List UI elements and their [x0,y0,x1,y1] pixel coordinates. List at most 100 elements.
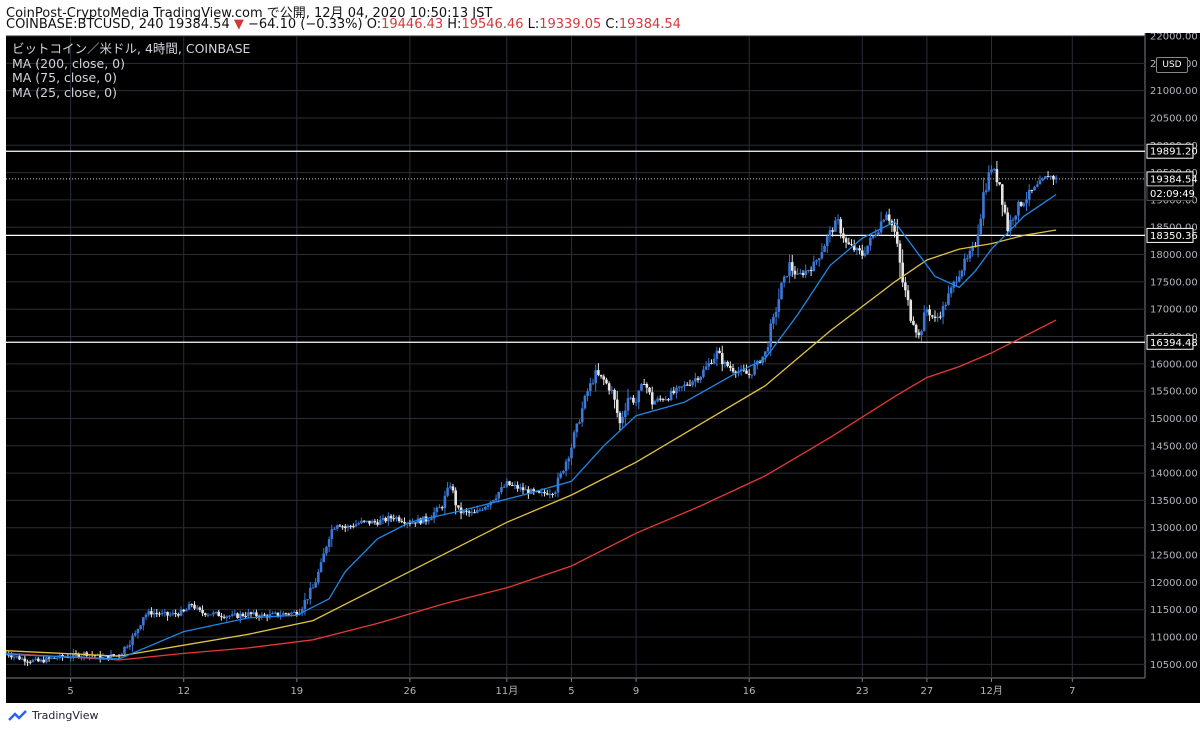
candle-body [260,614,264,618]
x-tick-label: 12 [177,686,190,697]
candle-body [823,245,826,253]
candle-body [128,644,132,647]
candle-body [597,370,600,375]
candle-body [400,521,404,523]
candle-body [1041,178,1044,181]
candle-body [750,374,754,376]
candle-body [392,518,396,520]
candle-body [228,615,231,617]
candle-body [31,659,35,662]
candle-body [726,361,729,366]
candle-body [308,588,312,600]
candle-body [438,507,441,509]
low-value: 19339.05 [539,17,602,32]
candle-body [61,654,64,657]
price-label: 19891.20 [1150,147,1198,158]
candle-body [1022,203,1026,206]
candle-body [45,657,48,663]
candle-body [871,235,875,238]
candle-body [820,252,824,259]
legend-ma75[interactable]: MA (75, close, 0) [12,70,118,85]
candle-body [47,657,51,659]
candle-body [642,384,646,386]
y-tick-label: 16000.00 [1150,359,1198,370]
candle-body [578,422,581,424]
candle-body [357,523,361,525]
candle-body [772,316,775,324]
candle-body [1000,184,1004,205]
candle-body [960,270,964,277]
open-value: 19446.43 [381,17,444,32]
close-label: C: [605,17,619,32]
candle-body [448,486,452,488]
candle-body [949,287,953,294]
candle-body [995,169,999,183]
candle-body [465,510,468,512]
candle-body [198,607,202,610]
candle-body [160,612,164,615]
candle-body [650,392,654,405]
candle-body [928,309,931,316]
candle-body [944,304,948,307]
currency-badge[interactable]: USD [1156,57,1188,73]
y-tick-label: 19000.00 [1150,195,1198,206]
candle-body [812,261,816,272]
candle-body [497,492,501,499]
y-tick-label: 14500.00 [1150,441,1198,452]
candle-body [317,571,320,583]
x-tick-label: 5 [67,686,73,697]
candle-body [758,360,762,363]
candle-body [69,657,72,659]
candle-body [624,410,627,417]
candle-body [26,661,29,663]
candle-body [548,493,552,495]
candle-body [589,383,592,392]
candle-body [408,522,412,524]
candle-body [432,512,436,519]
y-tick-label: 15500.00 [1150,387,1198,398]
candle-body [349,525,352,527]
price-label: 18350.36 [1150,231,1198,242]
candle-body [895,231,899,244]
candle-body [982,192,985,219]
candle-body [300,609,304,613]
candle-body [179,609,183,616]
candle-body [462,510,466,514]
x-tick-label: 9 [633,686,639,697]
candle-body [454,490,457,506]
candle-body [559,473,562,478]
candle-body [537,491,541,493]
legend-ma200[interactable]: MA (200, close, 0) [12,55,125,71]
candle-body [554,492,557,495]
candle-body [898,243,902,263]
candle-body [925,309,929,313]
candle-body [734,371,738,374]
tradingview-logo[interactable]: TradingView [8,709,98,722]
y-tick-label: 12000.00 [1150,578,1198,589]
candle-body [220,616,223,618]
candle-body [12,656,16,658]
candle-body [834,220,837,232]
legend-title[interactable]: ビットコイン／米ドル, 4時間, COINBASE [12,41,251,56]
candle-body [214,611,218,613]
close-value: 19384.54 [618,17,681,32]
candle-body [887,214,891,221]
candle-body [844,238,848,243]
candle-body [720,353,724,365]
candle-body [72,653,75,658]
legend-ma25[interactable]: MA (25, close, 0) [12,84,118,100]
candle-body [976,234,980,246]
candle-body [373,520,377,523]
candle-body [688,384,692,386]
publisher-line: CoinPost-CryptoMedia TradingView.com で公開… [6,6,493,21]
candle-body [325,546,328,554]
candle-body [583,395,587,409]
candle-body [933,316,937,318]
candle-body [920,331,923,336]
candle-body [815,260,818,262]
candle-body [271,613,274,615]
candle-body [107,655,110,659]
candle-body [1030,189,1034,191]
candle-body [594,370,597,384]
price-chart[interactable]: 10500.00 11000.00 11500.00 12000.00 12500.00… [0,33,1200,703]
